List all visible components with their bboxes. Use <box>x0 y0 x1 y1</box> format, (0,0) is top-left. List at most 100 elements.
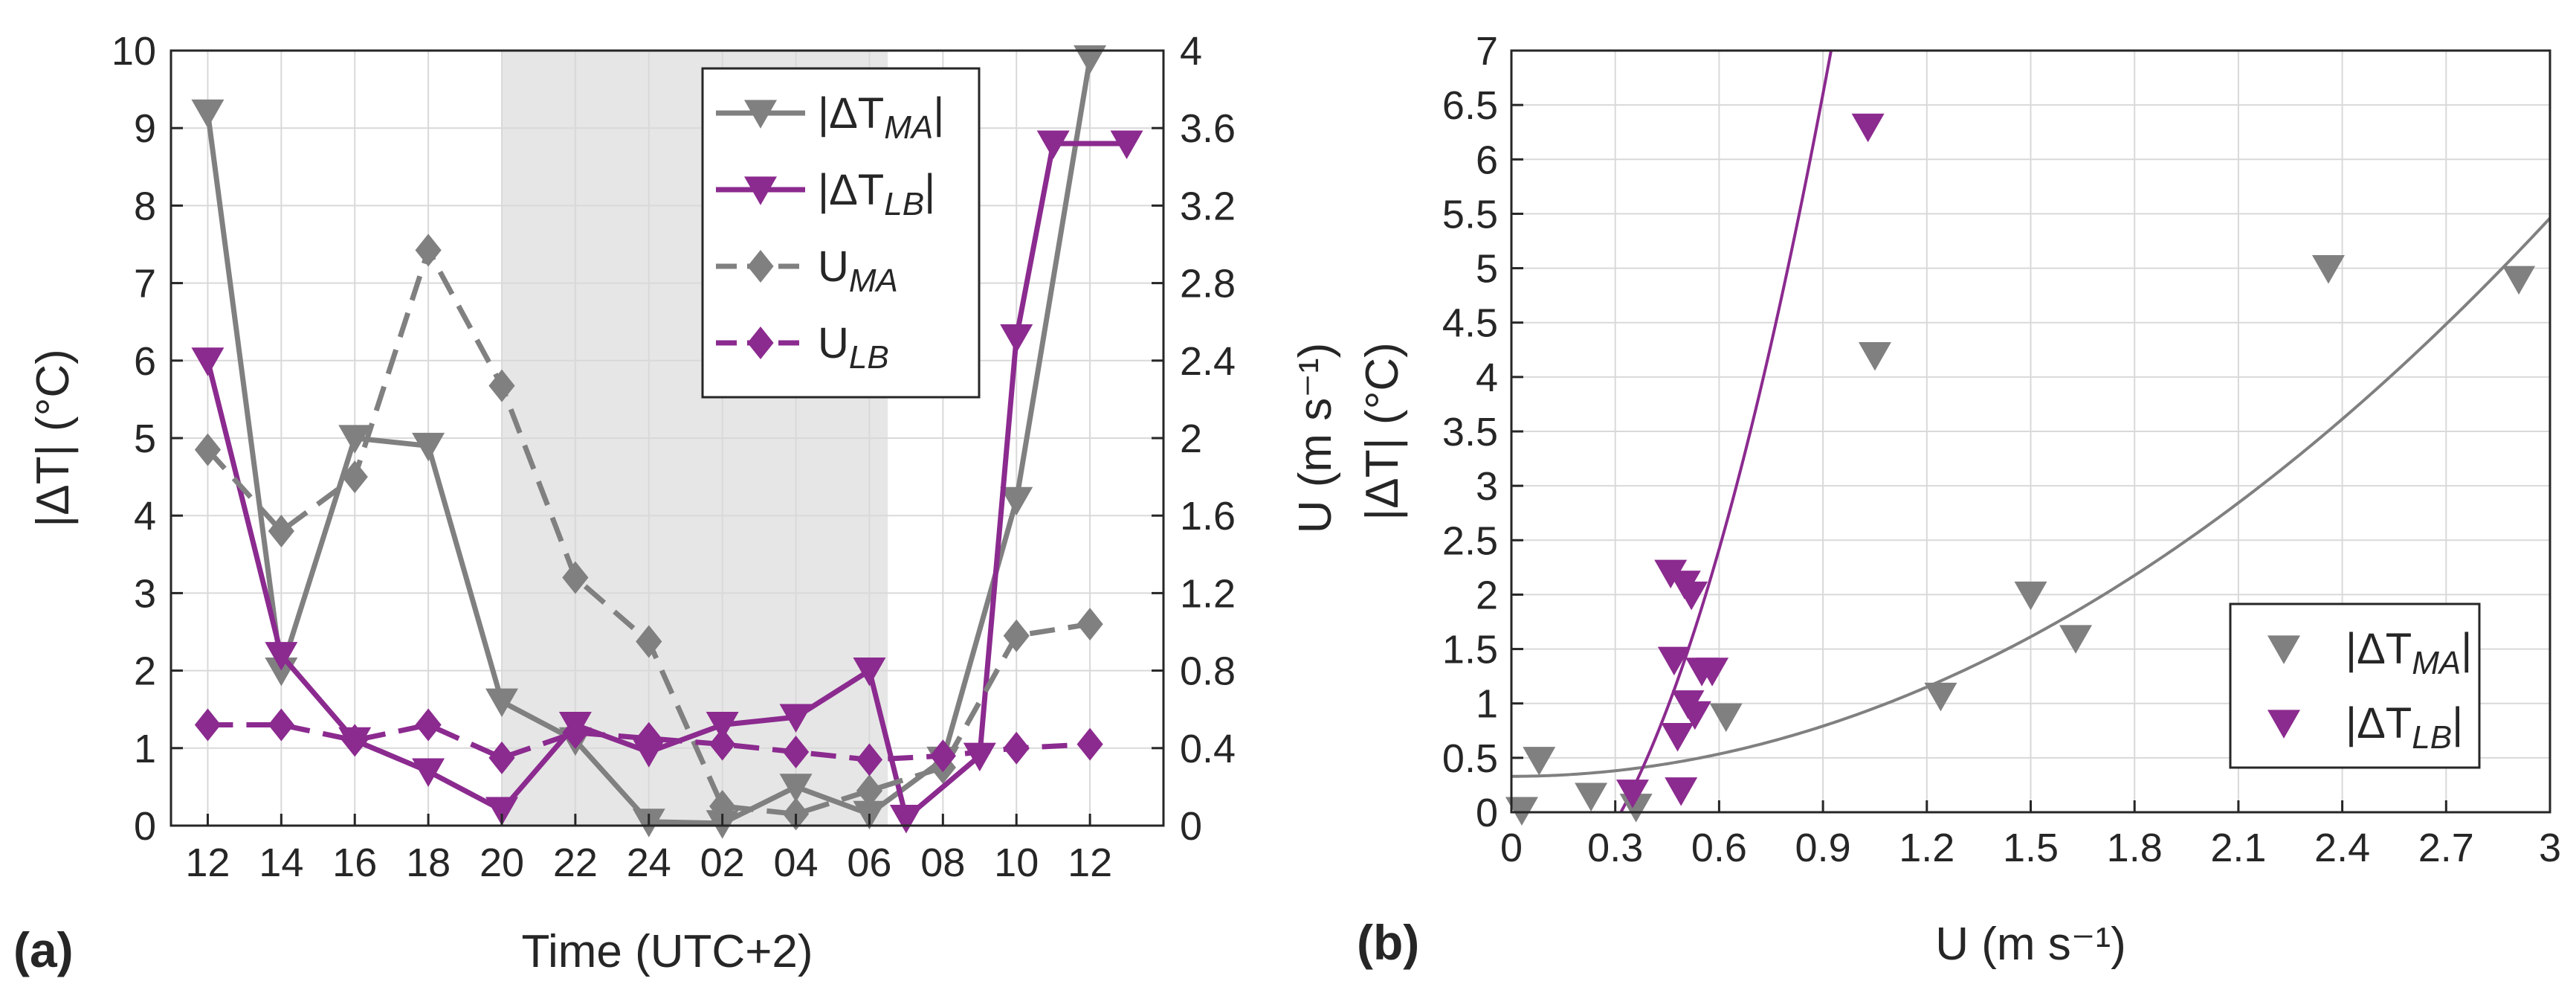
data-point <box>488 741 515 774</box>
data-point <box>1696 658 1729 687</box>
data-point <box>889 804 923 834</box>
x-tick-label: 10 <box>994 840 1039 885</box>
legend-label-end: | <box>2461 625 2472 673</box>
legend-label-main: U <box>818 319 849 367</box>
data-point <box>929 739 956 773</box>
panel-a-chart: 12 14 16 18 20 22 24 02 04 06 08 10 1201234567891000… <box>13 29 1341 977</box>
x-tick-label: 06 <box>847 840 891 885</box>
y-tick-label: 5.5 <box>1442 192 1498 237</box>
data-point <box>709 789 736 823</box>
x-tick-label: 12 <box>1068 840 1112 885</box>
legend-marker <box>2267 710 2300 739</box>
legend: |ΔTMA| |ΔTLB| <box>2229 602 2481 769</box>
y-right-tick-label: 0.8 <box>1180 649 1236 694</box>
x-tick-label: 22 <box>553 840 598 885</box>
legend-marker <box>747 250 774 283</box>
legend-label-end: | <box>933 89 944 138</box>
y-left-tick-label: 6 <box>134 339 156 384</box>
data-point <box>706 711 739 741</box>
data-point <box>341 724 368 757</box>
panel-b-chart: 0 0.3 0.6 0.9 1.2 1.5 1.8 2.1 2.4 2.7 3 0 0.5 1 1.5 2 2.… <box>1357 29 2561 970</box>
y-right-tick-label: 4 <box>1180 29 1202 74</box>
data-point <box>1675 581 1708 611</box>
legend-label-main: |ΔT <box>818 166 884 214</box>
legend-label-main: |ΔT <box>2346 699 2412 748</box>
y-tick-label: 6.5 <box>1442 83 1498 128</box>
y-tick-label: 4.5 <box>1442 301 1498 346</box>
y-right-tick-label: 2 <box>1180 417 1202 461</box>
x-tick-label: 2.4 <box>2314 826 2370 870</box>
data-point <box>1619 794 1653 823</box>
y-right-tick-label: 2.4 <box>1180 339 1236 384</box>
data-point <box>1709 703 1743 733</box>
data-point <box>1661 723 1694 752</box>
data-point <box>485 797 518 826</box>
x-axis-label: U (m s⁻¹) <box>1935 919 2126 970</box>
legend-label-main: U <box>818 242 849 291</box>
legend-label-main: |ΔT <box>818 89 884 138</box>
x-tick-label: 14 <box>259 840 303 885</box>
data-point <box>1003 619 1030 652</box>
legend-label: |ΔTMA| <box>818 89 944 146</box>
legend-box <box>2229 602 2481 769</box>
y-left-tick-label: 4 <box>134 494 156 539</box>
legend-label: ULB <box>818 319 889 376</box>
x-tick-label: 04 <box>774 840 819 885</box>
x-tick-label: 0.3 <box>1587 826 1643 870</box>
data-point <box>2502 266 2536 295</box>
data-point <box>488 369 515 402</box>
legend-label: UMA <box>818 242 898 299</box>
legend-marker <box>744 176 777 205</box>
y-tick-label: 3.5 <box>1442 410 1498 454</box>
y-right-tick-label: 2.8 <box>1180 262 1236 306</box>
data-point <box>1657 646 1691 676</box>
x-tick-label: 1.2 <box>1899 826 1954 870</box>
data-point <box>1678 701 1711 730</box>
x-tick-label: 20 <box>480 840 524 885</box>
data-point <box>779 704 813 733</box>
y-left-tick-label: 1 <box>134 727 156 771</box>
y-right-tick-label: 1.6 <box>1180 494 1236 539</box>
y-tick-label: 0.5 <box>1442 736 1498 781</box>
legend-label: |ΔTMA| <box>2346 625 2472 681</box>
data-point <box>1665 777 1698 806</box>
data-point <box>2311 254 2345 284</box>
x-tick-label: 24 <box>627 840 671 885</box>
legend-label: |ΔTLB| <box>2346 699 2463 756</box>
x-tick-label: 18 <box>406 840 451 885</box>
x-tick-label: 1.8 <box>2107 826 2163 870</box>
y-tick-label: 2.5 <box>1442 518 1498 563</box>
x-tick-label: 0.9 <box>1795 826 1851 870</box>
data-point <box>415 234 442 267</box>
data-point <box>1924 682 1957 712</box>
data-point <box>194 433 222 466</box>
y-left-tick-label: 2 <box>134 649 156 694</box>
fit-curve-1 <box>1618 51 1833 812</box>
data-point <box>1615 780 1649 809</box>
data-point <box>1036 130 1070 159</box>
data-point <box>562 561 589 594</box>
y-left-tick-label: 0 <box>134 804 156 849</box>
x-axis-label: Time (UTC+2) <box>521 926 813 977</box>
legend-label-end: | <box>924 166 935 214</box>
data-point <box>1076 727 1103 761</box>
x-tick-label: 2.1 <box>2210 826 2266 870</box>
data-point <box>856 743 883 777</box>
y-left-tick-label: 9 <box>134 106 156 151</box>
y-tick-label: 7 <box>1476 29 1498 74</box>
data-point <box>412 758 445 787</box>
data-point <box>856 774 883 808</box>
data-point <box>779 774 813 803</box>
y-left-tick-label: 5 <box>134 417 156 461</box>
data-point <box>1000 324 1033 353</box>
y-right-tick-label: 3.2 <box>1180 184 1236 228</box>
y-axis-label: |ΔT| (°C) <box>1357 342 1408 521</box>
x-tick-label: 02 <box>700 840 745 885</box>
legend-label-subscript: MA <box>884 109 933 146</box>
y-left-tick-label: 8 <box>134 184 156 228</box>
y-tick-label: 6 <box>1476 138 1498 182</box>
data-point <box>1003 731 1030 765</box>
y-tick-label: 5 <box>1476 247 1498 292</box>
fit-curve-0 <box>1511 216 2550 778</box>
